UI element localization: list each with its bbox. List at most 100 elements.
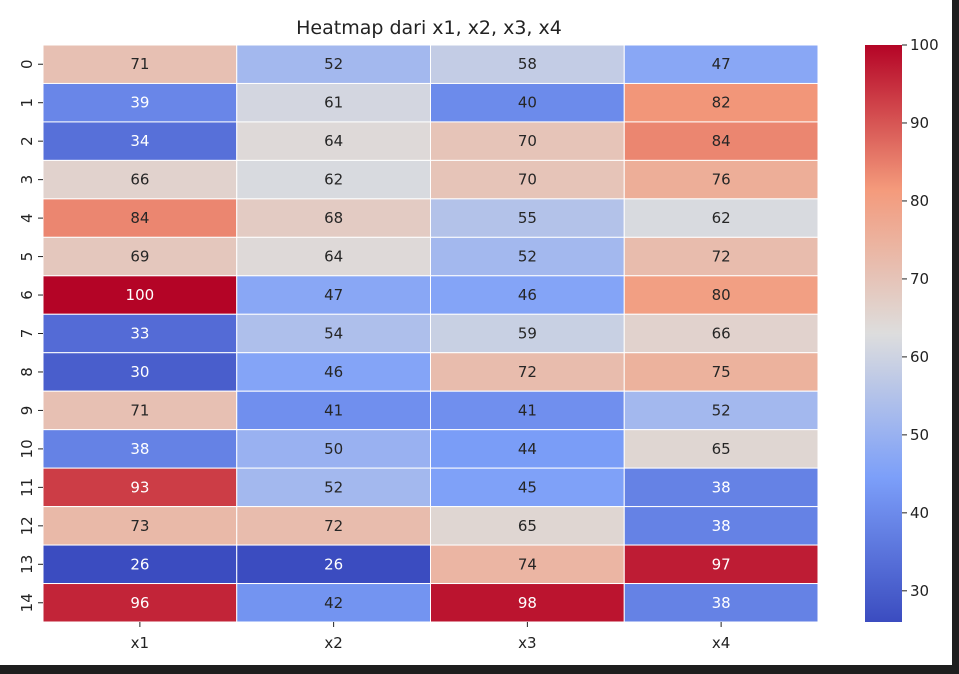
colorbar-tick-label: 40 xyxy=(910,504,929,522)
heatmap-cell xyxy=(430,429,625,469)
cell-value-label: 98 xyxy=(518,594,537,612)
colorbar-tick-label: 80 xyxy=(910,192,929,210)
heatmap-cell xyxy=(236,44,431,84)
cell-value-label: 76 xyxy=(712,171,731,189)
colorbar-tick-label: 50 xyxy=(910,426,929,444)
heatmap-cell xyxy=(236,198,431,238)
heatmap-cell xyxy=(42,236,238,277)
x-tick-label: x4 xyxy=(712,634,730,652)
cell-value-label: 38 xyxy=(712,478,731,496)
y-tick-label: 9 xyxy=(18,406,36,416)
heatmap-cell xyxy=(623,467,819,508)
heatmap-cell xyxy=(236,506,431,546)
cell-value-label: 72 xyxy=(324,517,343,535)
cell-value-label: 62 xyxy=(712,209,731,227)
colorbar xyxy=(865,45,902,622)
heatmap-cell xyxy=(42,390,238,431)
cell-value-label: 33 xyxy=(130,325,149,343)
cell-value-label: 84 xyxy=(130,209,149,227)
cell-value-label: 84 xyxy=(712,132,731,150)
heatmap-cell xyxy=(42,467,238,508)
cell-value-label: 54 xyxy=(324,325,343,343)
heatmap-cell xyxy=(430,44,625,84)
y-tick-label: 14 xyxy=(18,593,36,612)
heatmap-cell xyxy=(236,429,431,469)
heatmap-cells xyxy=(42,44,819,623)
chart-frame: Heatmap dari x1, x2, x3, x4 71 52 58 47 39 61… xyxy=(0,0,952,665)
cell-value-label: 66 xyxy=(712,325,731,343)
cell-value-label: 47 xyxy=(324,286,343,304)
cell-value-label: 70 xyxy=(518,171,537,189)
cell-value-label: 74 xyxy=(518,555,537,573)
heatmap-cell xyxy=(430,506,625,546)
cell-value-label: 46 xyxy=(518,286,537,304)
heatmap-cell xyxy=(623,121,819,161)
heatmap-cell xyxy=(623,352,819,392)
heatmap-cell xyxy=(236,121,431,161)
heatmap-cell xyxy=(236,82,431,123)
y-tick-label: 4 xyxy=(18,213,36,223)
cell-value-label: 65 xyxy=(712,440,731,458)
cell-value-label: 82 xyxy=(712,94,731,112)
heatmap-cell xyxy=(623,275,819,315)
colorbar-axis: 30 40 50 60 70 80 90 100 xyxy=(902,36,939,600)
y-tick-label: 8 xyxy=(18,367,36,377)
chart-title: Heatmap dari x1, x2, x3, x4 xyxy=(296,17,562,39)
cell-value-label: 66 xyxy=(130,171,149,189)
heatmap-cell xyxy=(430,275,625,315)
heatmap-cell xyxy=(236,467,431,508)
cell-value-label: 52 xyxy=(712,401,731,419)
cell-value-label: 41 xyxy=(518,401,537,419)
y-tick-label: 6 xyxy=(18,290,36,300)
cell-value-label: 96 xyxy=(130,594,149,612)
colorbar-tick-label: 60 xyxy=(910,348,929,366)
heatmap-cell xyxy=(430,313,625,354)
heatmap-cell xyxy=(430,467,625,508)
cell-value-label: 80 xyxy=(712,286,731,304)
heatmap-cell xyxy=(42,506,238,546)
y-tick-label: 7 xyxy=(18,329,36,339)
heatmap-cell xyxy=(236,236,431,277)
colorbar-tick-label: 30 xyxy=(910,582,929,600)
cell-value-label: 72 xyxy=(712,248,731,266)
cell-value-label: 61 xyxy=(324,94,343,112)
cell-value-label: 93 xyxy=(130,478,149,496)
heatmap-cell xyxy=(623,82,819,123)
heatmap-cell xyxy=(236,544,431,585)
heatmap-cell xyxy=(42,313,238,354)
cell-value-label: 71 xyxy=(130,55,149,73)
heatmap-cell xyxy=(623,506,819,546)
cell-value-label: 44 xyxy=(518,440,537,458)
cell-value-label: 59 xyxy=(518,325,537,343)
y-tick-label: 0 xyxy=(18,59,36,69)
cell-value-label: 69 xyxy=(130,248,149,266)
heatmap-cell xyxy=(430,583,625,623)
cell-value-label: 55 xyxy=(518,209,537,227)
cell-labels: 71 52 58 47 39 61 40 82 34 64 70 84 66 62 70 76 84 68 55 62… xyxy=(126,55,731,612)
y-tick-label: 13 xyxy=(18,555,36,574)
cell-value-label: 71 xyxy=(130,401,149,419)
heatmap-cell xyxy=(236,390,431,431)
cell-value-label: 62 xyxy=(324,171,343,189)
colorbar-tick-label: 90 xyxy=(910,114,929,132)
cell-value-label: 65 xyxy=(518,517,537,535)
cell-value-label: 97 xyxy=(712,555,731,573)
y-tick-label: 2 xyxy=(18,136,36,146)
x-axis: x1 x2 x3 x4 xyxy=(131,622,730,652)
heatmap-cell xyxy=(623,429,819,469)
heatmap-cell xyxy=(236,159,431,200)
colorbar-tick-label: 70 xyxy=(910,270,929,288)
heatmap-cell xyxy=(623,44,819,84)
cell-value-label: 100 xyxy=(126,286,155,304)
heatmap-cell xyxy=(623,236,819,277)
cell-value-label: 38 xyxy=(712,594,731,612)
cell-value-label: 50 xyxy=(324,440,343,458)
cell-value-label: 75 xyxy=(712,363,731,381)
cell-value-label: 45 xyxy=(518,478,537,496)
cell-value-label: 40 xyxy=(518,94,537,112)
heatmap-cell xyxy=(623,390,819,431)
cell-value-label: 52 xyxy=(324,55,343,73)
heatmap-cell xyxy=(42,44,238,84)
